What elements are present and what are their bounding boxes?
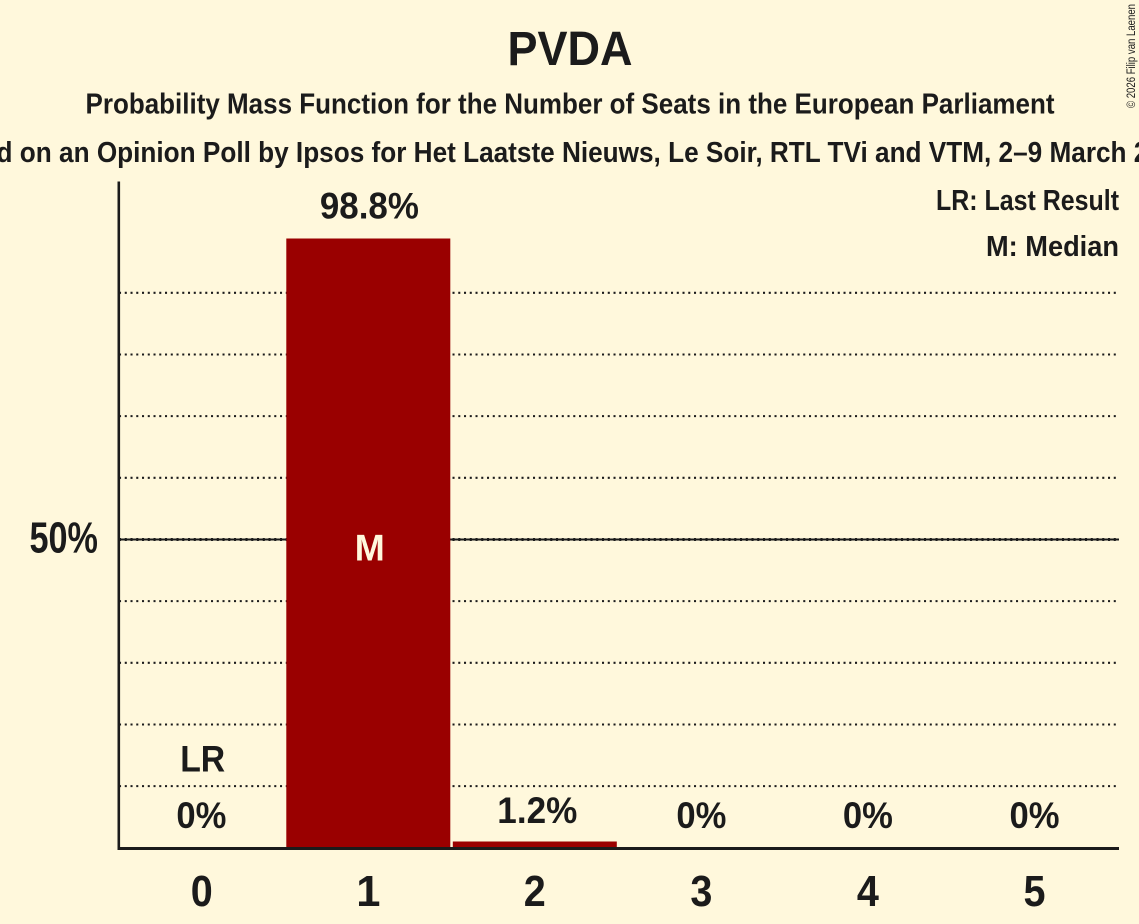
svg-text:3: 3 [690,868,712,916]
svg-text:98.8%: 98.8% [320,184,419,226]
svg-text:1.2%: 1.2% [497,789,577,831]
svg-text:0%: 0% [1010,794,1060,836]
svg-text:PVDA: PVDA [508,22,633,76]
svg-text:Probability Mass Function for: Probability Mass Function for the Number… [86,89,1055,121]
svg-text:2: 2 [524,868,546,916]
svg-text:0%: 0% [176,794,226,836]
svg-text:LR: Last Result: LR: Last Result [936,185,1119,217]
svg-text:M: Median: M: Median [986,231,1119,263]
svg-text:50%: 50% [30,515,99,563]
svg-text:5: 5 [1024,868,1046,916]
svg-text:4: 4 [857,868,879,916]
svg-text:LR: LR [180,738,225,780]
svg-text:1: 1 [356,868,380,916]
svg-text:0%: 0% [843,794,893,836]
svg-text:0%: 0% [676,794,726,836]
svg-text:M: M [355,526,385,568]
svg-text:© 2026 Filip van Laenen: © 2026 Filip van Laenen [1126,4,1138,108]
svg-text:Based on an Opinion Poll by Ip: Based on an Opinion Poll by Ipsos for He… [0,137,1139,169]
svg-text:0: 0 [191,868,213,916]
